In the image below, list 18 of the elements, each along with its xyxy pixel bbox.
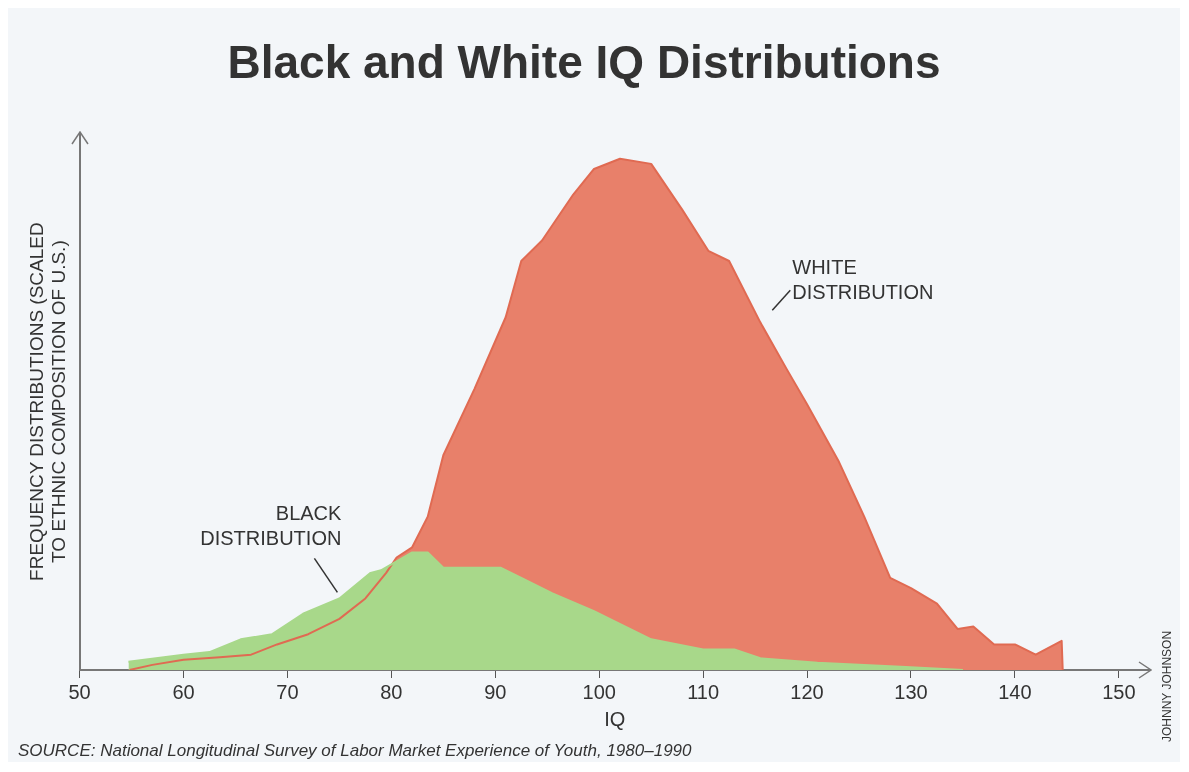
x-tick-label: 60: [172, 680, 195, 703]
x-tick-label: 150: [1102, 680, 1136, 703]
chart-title: Black and White IQ Distributions: [227, 36, 941, 89]
x-tick-label: 100: [582, 680, 616, 703]
text: JOHNNY JOHNSON: [1160, 630, 1175, 742]
series-label: BLACK DISTRIBUTION: [200, 502, 343, 550]
x-tick-label: 50: [68, 680, 91, 703]
x-axis-title: IQ: [604, 707, 626, 730]
x-tick-label: 110: [687, 680, 720, 703]
x-tick-label: 90: [484, 680, 507, 703]
source-note: SOURCE: National Longitudinal Survey of Labor Market Experience of Youth, 1980–1990: [18, 741, 693, 761]
x-tick-label: 140: [998, 680, 1032, 703]
x-tick-label: 80: [380, 680, 403, 703]
x-tick-label: 130: [894, 680, 928, 703]
x-tick-label: 70: [276, 680, 299, 703]
y-axis-title: FREQUENCY DISTRIBUTIONS (SCALED TO ETHNIC COMPOSITION OF U.S.): [25, 222, 70, 581]
x-tick-label: 120: [790, 680, 824, 703]
series-label: WHITE DISTRIBUTION: [792, 256, 934, 304]
